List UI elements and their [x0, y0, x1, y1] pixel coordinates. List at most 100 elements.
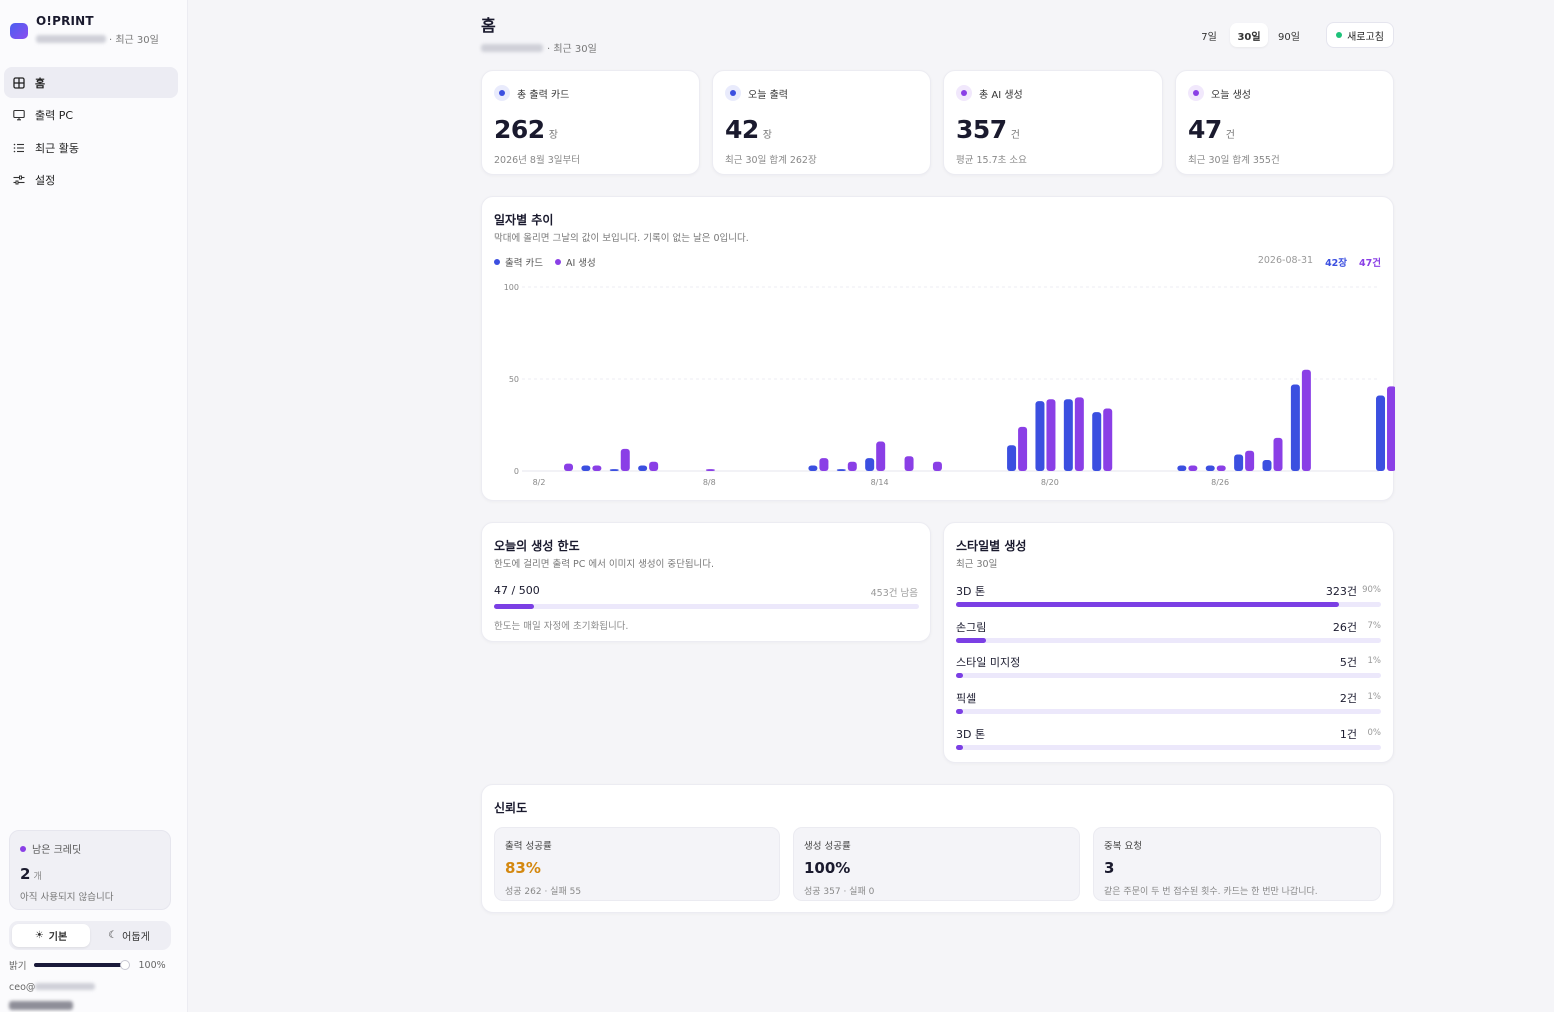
stat-note: 2026년 8월 3일부터 [494, 155, 581, 166]
bar-print [836, 469, 846, 471]
credit-header: 남은 크레딧 [20, 841, 160, 856]
sidebar-nav: 홈 출력 PC 최근 활동 설정 [4, 67, 178, 197]
theme-toggle: ☀ 기본 ☾ 어둡게 [9, 921, 171, 950]
dot-icon [494, 85, 510, 101]
stat-value: 42 [725, 115, 759, 144]
bar-ai [1273, 437, 1283, 471]
style-progress-bar [956, 602, 1381, 607]
style-row: 손그림 26건 7% [956, 617, 1381, 647]
theme-dark-button[interactable]: ☾ 어둡게 [90, 924, 168, 947]
bar-print [1063, 399, 1073, 471]
bar-ai [1188, 465, 1198, 471]
brightness-slider-handle[interactable] [119, 960, 130, 970]
tab-30-days[interactable]: 30일 [1230, 23, 1268, 47]
style-count: 5건 [1339, 656, 1357, 670]
bar-ai [1103, 408, 1113, 471]
reliability-label: 중복 요청 [1104, 841, 1142, 852]
bar-print [609, 469, 619, 471]
stat-unit: 건 [1010, 130, 1020, 141]
style-progress-bar [956, 637, 1381, 643]
bar-ai [1245, 450, 1255, 471]
credit-label: 남은 크레딧 [32, 845, 82, 856]
stat-unit: 장 [762, 130, 772, 141]
bar-print [1092, 412, 1102, 471]
bar-print [581, 465, 591, 471]
stat-label-row: 총 AI 생성 [956, 85, 1023, 101]
bar-ai [564, 463, 573, 471]
daily-trend-card: 일자별 추이 막대에 올리면 그날의 값이 보입니다. 기록이 없는 날은 0입… [481, 196, 1395, 502]
bar-ai [592, 465, 602, 471]
x-tick-label: 8/20 [1041, 478, 1059, 487]
bar-print [865, 458, 875, 471]
page-header: 홈 · 최근 30일 [481, 12, 597, 55]
brand-period: · 최근 30일 [109, 35, 159, 46]
legend-item-ai: AI 생성 [554, 255, 596, 269]
bar-print [808, 465, 818, 471]
credit-value: 2 [20, 865, 31, 883]
sidebar-item-recent-activity[interactable]: 최근 활동 [4, 132, 178, 163]
x-tick-label: 8/26 [1211, 478, 1229, 487]
theme-light-button[interactable]: ☀ 기본 [12, 924, 90, 947]
sidebar-item-print-pc[interactable]: 출력 PC [4, 100, 178, 131]
credit-unit: 개 [33, 872, 42, 882]
style-name: 3D 톤 [956, 585, 986, 598]
style-count: 1건 [1339, 727, 1357, 741]
brand-subtitle: · 최근 30일 [36, 31, 159, 46]
reliability-title: 신뢰도 [494, 801, 528, 815]
stat-card-today-ai: 오늘 생성 47 건 최근 30일 합계 355건 [1175, 70, 1394, 175]
legend-item-print: 출력 카드 [494, 255, 543, 269]
stat-label: 오늘 생성 [1211, 89, 1251, 101]
legend-label: AI 생성 [565, 258, 596, 269]
bar-ai [876, 441, 886, 471]
tab-7-days[interactable]: 7일 [1201, 31, 1217, 43]
stat-value-row: 262 장 [494, 115, 558, 144]
reliability-label: 출력 성공률 [505, 841, 552, 852]
bar-print [1205, 465, 1215, 471]
range-tabs: 7일 30일 90일 [1190, 23, 1308, 47]
stat-value: 357 [956, 115, 1007, 144]
brightness-label: 밝기 [9, 961, 27, 972]
style-title: 스타일별 생성 [956, 539, 1027, 553]
credit-note: 아직 사용되지 않습니다 [20, 892, 114, 903]
list-icon [13, 142, 25, 154]
style-subtitle: 최근 30일 [956, 559, 998, 570]
user-name [9, 995, 73, 1012]
daily-limit-card: 오늘의 생성 한도 한도에 걸리면 출력 PC 에서 이미지 생성이 중단됩니다… [481, 522, 931, 642]
sliders-icon [13, 174, 25, 186]
daily-bar-chart[interactable]: 0 50 100 8/2 8/8 8/14 8/20 8/26 [482, 197, 1395, 502]
reliability-note: 같은 주문이 두 번 접수된 횟수. 카드는 한 번만 나갑니다. [1104, 887, 1318, 897]
style-progress-bar [956, 744, 1381, 750]
bar-print [1376, 395, 1386, 471]
bar-ai [620, 448, 630, 471]
y-tick-label: 50 [509, 375, 519, 384]
bar-print [1234, 454, 1244, 471]
refresh-button[interactable]: 새로고침 [1326, 22, 1394, 48]
bar-ai [1074, 397, 1084, 471]
brand[interactable]: O!PRINT · 최근 30일 [10, 14, 159, 46]
sidebar-item-settings[interactable]: 설정 [4, 165, 178, 196]
brand-name: O!PRINT [36, 14, 94, 28]
monitor-icon [13, 109, 25, 121]
brand-logo-icon [10, 23, 28, 39]
style-row: 3D 톤 323건 90% [956, 581, 1381, 611]
tab-90-days[interactable]: 90일 [1278, 31, 1300, 43]
style-breakdown-card: 스타일별 생성 최근 30일 3D 톤 323건 90% 손그림 26건 7% 스타일 미지… [943, 522, 1394, 763]
style-progress-bar [956, 673, 1381, 679]
hover-ai-value: 47건 [1359, 258, 1381, 269]
reliability-print-success: 출력 성공률 83% 성공 262 · 실패 55 [494, 827, 780, 901]
reliability-value: 100% [804, 859, 851, 877]
bar-print [1035, 401, 1045, 471]
bar-ai [1018, 426, 1028, 471]
stat-label-row: 총 출력 카드 [494, 85, 569, 101]
stat-card-total-ai: 총 AI 생성 357 건 평균 15.7초 소요 [943, 70, 1163, 175]
user-email-prefix: ceo@ [9, 982, 36, 993]
reliability-value: 83% [505, 859, 541, 877]
moon-icon: ☾ [108, 930, 118, 941]
sidebar-item-home[interactable]: 홈 [4, 67, 178, 98]
y-tick-label: 0 [514, 467, 519, 476]
stat-note: 최근 30일 합계 355건 [1188, 155, 1280, 166]
style-percent: 0% [1367, 727, 1382, 738]
brightness-slider[interactable] [34, 960, 131, 970]
theme-dark-label: 어둡게 [122, 932, 150, 943]
